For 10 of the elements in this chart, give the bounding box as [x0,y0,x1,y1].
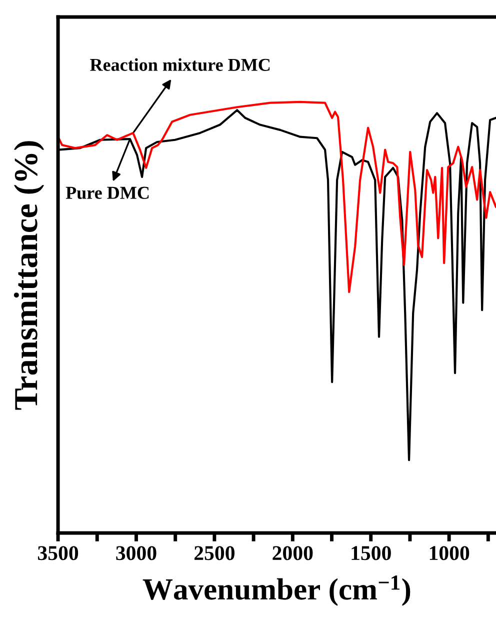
x-tick-label: 1500 [352,546,391,560]
x-axis-title: Wavenumber (cm$^{−1}$) [142,575,410,606]
x-tick-label: 2000 [272,546,313,560]
annotation: Reaction mixture DMC [90,58,270,72]
y-axis-title: Transmittance (%) [14,141,44,410]
x-tick-label: 2500 [194,546,234,560]
x-tick-label: 1000 [430,546,470,560]
annotation: Pure DMC [66,186,149,199]
x-tick-label: 3000 [116,546,156,560]
x-tick-label: 3500 [38,546,78,560]
